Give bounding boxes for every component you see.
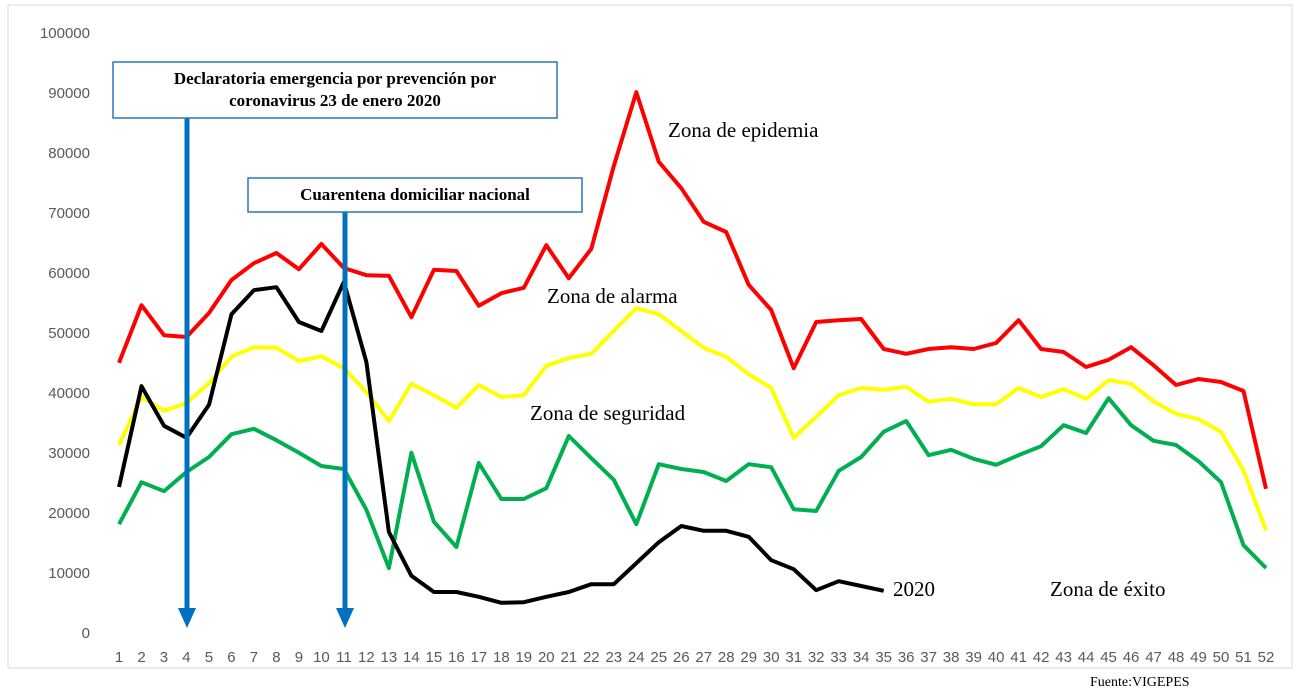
x-tick-label: 38 (943, 649, 960, 666)
x-tick-label: 46 (1123, 649, 1140, 666)
x-tick-label: 34 (853, 649, 870, 666)
series-line (117, 90, 1268, 490)
x-tick-label: 6 (227, 649, 235, 666)
x-tick-label: 26 (673, 649, 690, 666)
x-tick-label: 28 (718, 649, 735, 666)
arrow-head (336, 608, 354, 628)
x-tick-label: 18 (493, 649, 510, 666)
x-tick-label: 2 (137, 649, 145, 666)
x-tick-label: 27 (695, 649, 712, 666)
x-tick-label: 32 (808, 649, 825, 666)
x-tick-label: 50 (1213, 649, 1230, 666)
x-tick-label: 43 (1055, 649, 1072, 666)
annotation: Declaratoria emergencia por prevención p… (174, 69, 497, 88)
x-tick-label: 23 (605, 649, 622, 666)
x-tick-label: 15 (426, 649, 443, 666)
x-tick-label: 49 (1190, 649, 1207, 666)
annotation-box (247, 177, 583, 213)
series-line (117, 396, 1268, 570)
x-tick-label: 4 (182, 649, 190, 666)
annotation: Cuarentena domiciliar nacional (300, 185, 530, 204)
arrow-head (178, 608, 196, 628)
x-tick-label: 44 (1078, 649, 1095, 666)
y-tick-label: 50000 (48, 325, 90, 342)
x-tick-label: 39 (965, 649, 982, 666)
x-tick-label: 13 (381, 649, 398, 666)
x-tick-label: 10 (313, 649, 330, 666)
x-tick-label: 11 (336, 649, 352, 666)
series-label: Zona de seguridad (530, 401, 686, 425)
x-tick-label: 41 (1010, 649, 1027, 666)
x-tick-label: 30 (763, 649, 780, 666)
x-tick-label: 24 (628, 649, 645, 666)
series-line (117, 306, 1268, 531)
x-tick-label: 22 (583, 649, 600, 666)
x-tick-label: 5 (205, 649, 213, 666)
y-tick-label: 70000 (48, 205, 90, 222)
y-tick-label: 80000 (48, 145, 90, 162)
x-tick-label: 48 (1168, 649, 1185, 666)
x-tick-label: 42 (1033, 649, 1050, 666)
x-tick-label: 14 (403, 649, 420, 666)
y-tick-label: 20000 (48, 505, 90, 522)
x-tick-label: 35 (875, 649, 892, 666)
series-label: 2020 (893, 577, 935, 601)
x-tick-label: 1 (115, 649, 123, 666)
x-tick-label: 19 (515, 649, 532, 666)
y-tick-label: 30000 (48, 445, 90, 462)
x-tick-label: 36 (898, 649, 915, 666)
x-tick-label: 45 (1100, 649, 1117, 666)
y-tick-label: 60000 (48, 265, 90, 282)
x-tick-label: 47 (1145, 649, 1162, 666)
x-tick-label: 9 (295, 649, 303, 666)
x-tick-label: 21 (560, 649, 577, 666)
y-tick-label: 90000 (48, 85, 90, 102)
y-tick-label: 0 (82, 625, 90, 642)
x-tick-label: 37 (920, 649, 937, 666)
series-label: Zona de epidemia (668, 118, 819, 142)
x-tick-label: 29 (740, 649, 757, 666)
source: Fuente:VIGEPES (1090, 675, 1190, 689)
x-tick-label: 3 (160, 649, 168, 666)
x-tick-label: 12 (358, 649, 375, 666)
x-tick-label: 25 (650, 649, 667, 666)
series-line (117, 279, 885, 605)
y-tick-label: 10000 (48, 565, 90, 582)
y-tick-label: 100000 (40, 25, 90, 42)
zone-label: Zona de éxito (1050, 577, 1165, 601)
x-tick-label: 7 (250, 649, 258, 666)
y-tick-label: 40000 (48, 385, 90, 402)
series-label: Zona de alarma (547, 284, 678, 308)
x-tick-label: 31 (785, 649, 802, 666)
annotation: coronavirus 23 de enero 2020 (229, 91, 441, 110)
x-tick-label: 8 (272, 649, 280, 666)
annotation-box (112, 61, 558, 119)
x-tick-label: 51 (1235, 649, 1252, 666)
x-tick-label: 17 (470, 649, 487, 666)
x-tick-label: 40 (988, 649, 1005, 666)
x-tick-label: 33 (830, 649, 847, 666)
x-tick-label: 16 (448, 649, 465, 666)
x-tick-label: 52 (1258, 649, 1275, 666)
x-tick-label: 20 (538, 649, 555, 666)
